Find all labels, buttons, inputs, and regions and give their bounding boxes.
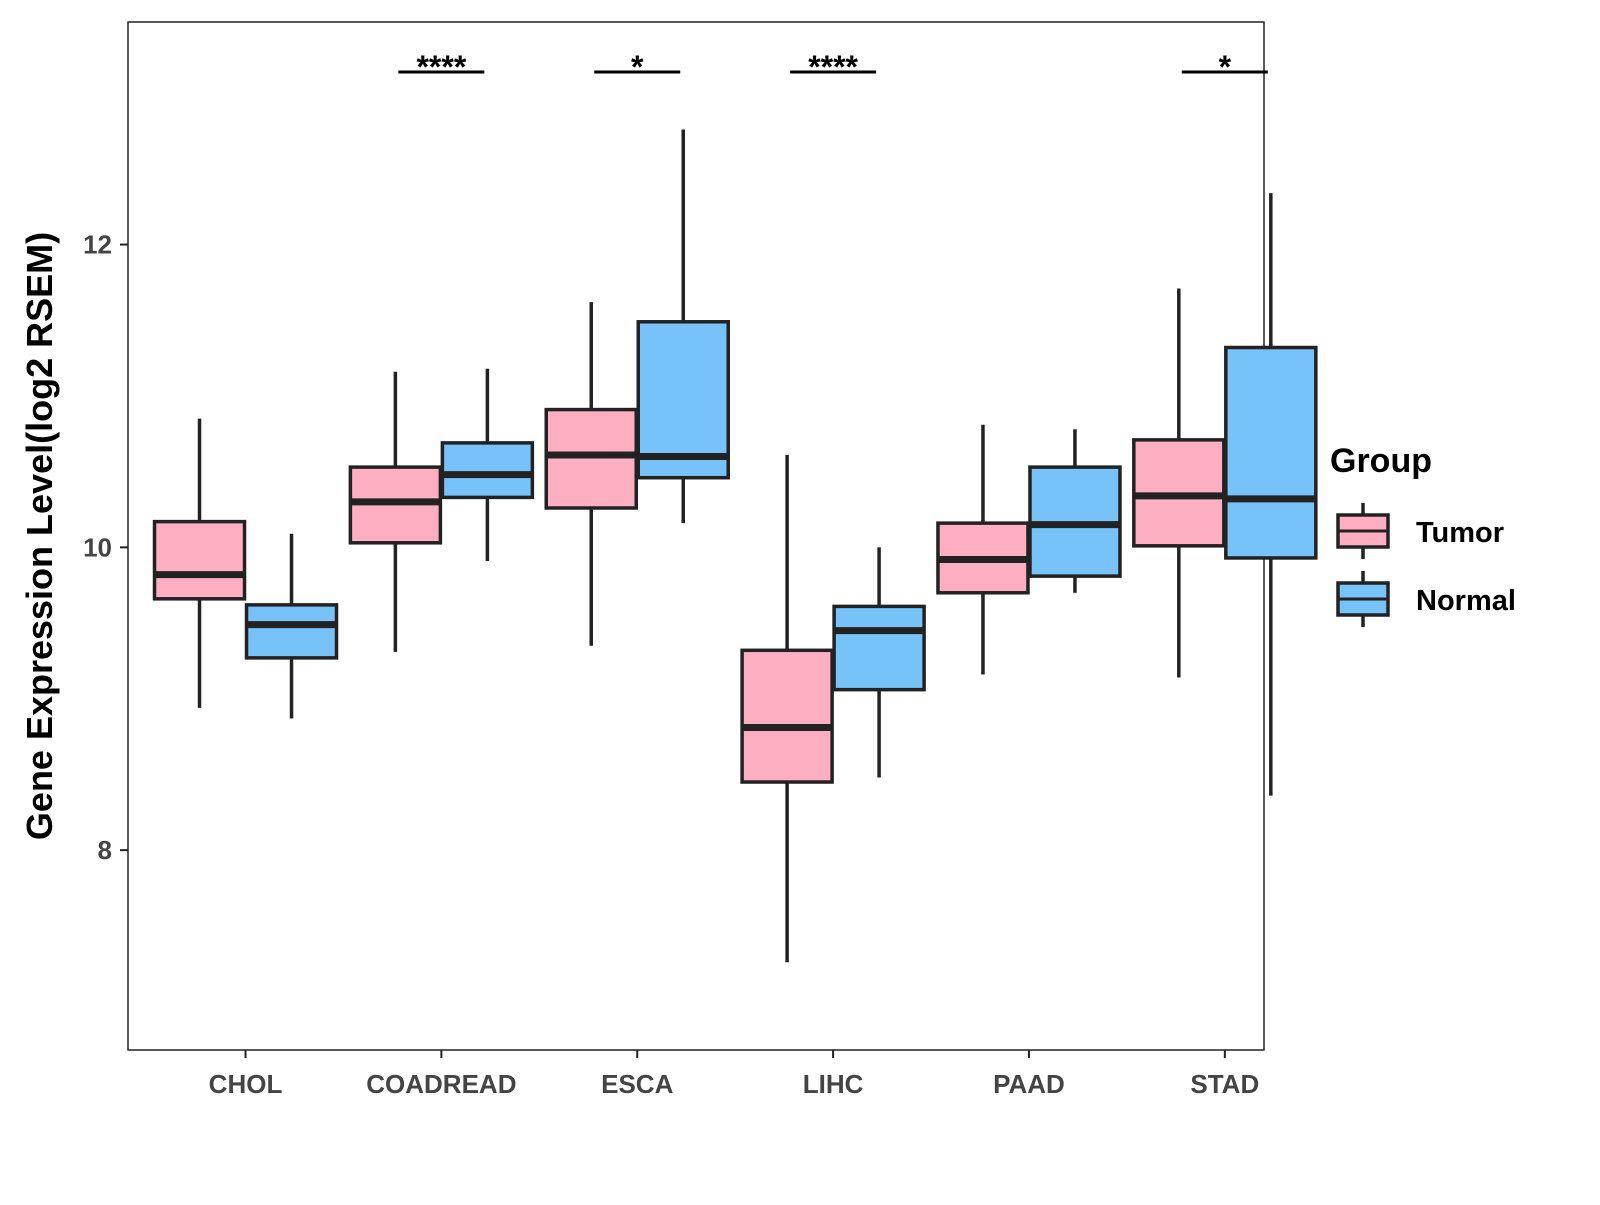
legend-title: Group — [1330, 442, 1432, 480]
box — [740, 648, 834, 784]
box-tumor-esca — [544, 302, 638, 646]
significance-label: **** — [808, 49, 858, 85]
x-tick-label: LIHC — [803, 1069, 864, 1099]
box-normal-coadread — [440, 368, 535, 561]
x-tick-label: PAAD — [993, 1069, 1065, 1099]
legend-item-normal: Normal — [1336, 571, 1516, 627]
x-tick-label: ESCA — [601, 1069, 673, 1099]
box — [544, 407, 638, 510]
x-tick-label: COADREAD — [366, 1069, 516, 1099]
y-tick-label: 10 — [83, 532, 112, 562]
box-normal-paad — [1028, 429, 1122, 593]
box-normal-lihc — [832, 547, 926, 778]
box — [440, 441, 535, 500]
x-tick-label: CHOL — [209, 1069, 283, 1099]
box — [636, 320, 730, 480]
box-normal-stad — [1224, 193, 1318, 796]
y-tick-label: 12 — [83, 230, 112, 260]
significance-label: **** — [416, 49, 466, 85]
y-axis-label: Gene Expression Level(log2 RSEM) — [19, 232, 60, 840]
legend-item-tumor: Tumor — [1336, 503, 1504, 559]
box-normal-esca — [636, 129, 730, 524]
y-tick-label: 8 — [98, 835, 112, 865]
box — [244, 603, 339, 660]
x-tick-label: STAD — [1190, 1069, 1259, 1099]
box — [832, 604, 926, 692]
box-tumor-coadread — [348, 371, 443, 652]
legend-label: Normal — [1416, 585, 1516, 617]
box-tumor-chol — [152, 418, 247, 708]
box-tumor-lihc — [740, 455, 834, 963]
significance-label: * — [631, 49, 644, 85]
legend-label: Tumor — [1416, 517, 1504, 549]
box — [1224, 345, 1318, 560]
significance-label: * — [1219, 49, 1232, 85]
box-normal-chol — [244, 533, 339, 719]
box-tumor-stad — [1132, 288, 1226, 678]
box — [152, 519, 247, 601]
box-tumor-paad — [936, 424, 1030, 675]
